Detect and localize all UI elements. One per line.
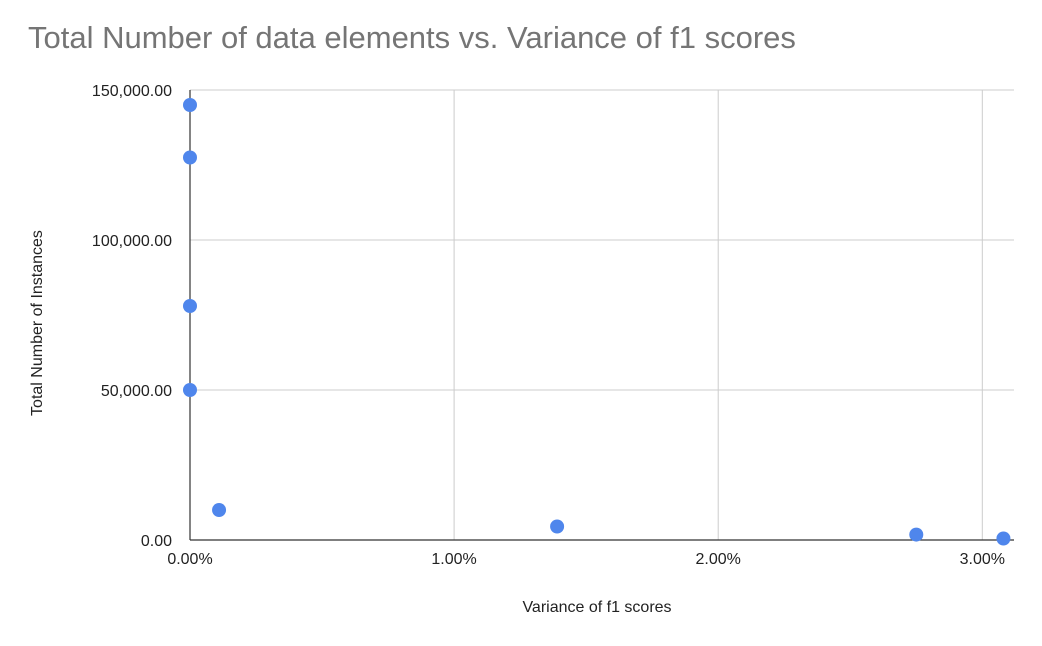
data-point[interactable]	[996, 531, 1011, 546]
data-point[interactable]	[183, 150, 197, 165]
data-points	[183, 98, 1011, 546]
data-point[interactable]	[909, 527, 924, 542]
grid-lines	[190, 89, 1014, 540]
axes	[189, 90, 1014, 541]
y-tick-label: 100,000.00	[92, 233, 172, 250]
data-point[interactable]	[183, 383, 197, 397]
y-tick-label: 0.00	[141, 533, 172, 550]
y-axis-label: Total Number of Instances	[29, 230, 46, 416]
data-point[interactable]	[183, 299, 197, 313]
chart-title: Total Number of data elements vs. Varian…	[28, 20, 796, 55]
data-point[interactable]	[183, 98, 197, 112]
x-tick-label: 2.00%	[696, 551, 741, 568]
data-point[interactable]	[550, 519, 565, 534]
x-tick-label: 0.00%	[167, 551, 212, 568]
y-tick-label: 150,000.00	[92, 83, 172, 100]
x-tick-label: 3.00%	[960, 551, 1005, 568]
y-tick-label: 50,000.00	[101, 383, 172, 400]
x-tick-label: 1.00%	[431, 551, 476, 568]
tick-labels: 0.00 50,000.00 100,000.00 150,000.00 0.00% 1.…	[92, 83, 1005, 568]
x-axis-label: Variance of f1 scores	[522, 599, 671, 616]
data-point[interactable]	[212, 503, 227, 517]
